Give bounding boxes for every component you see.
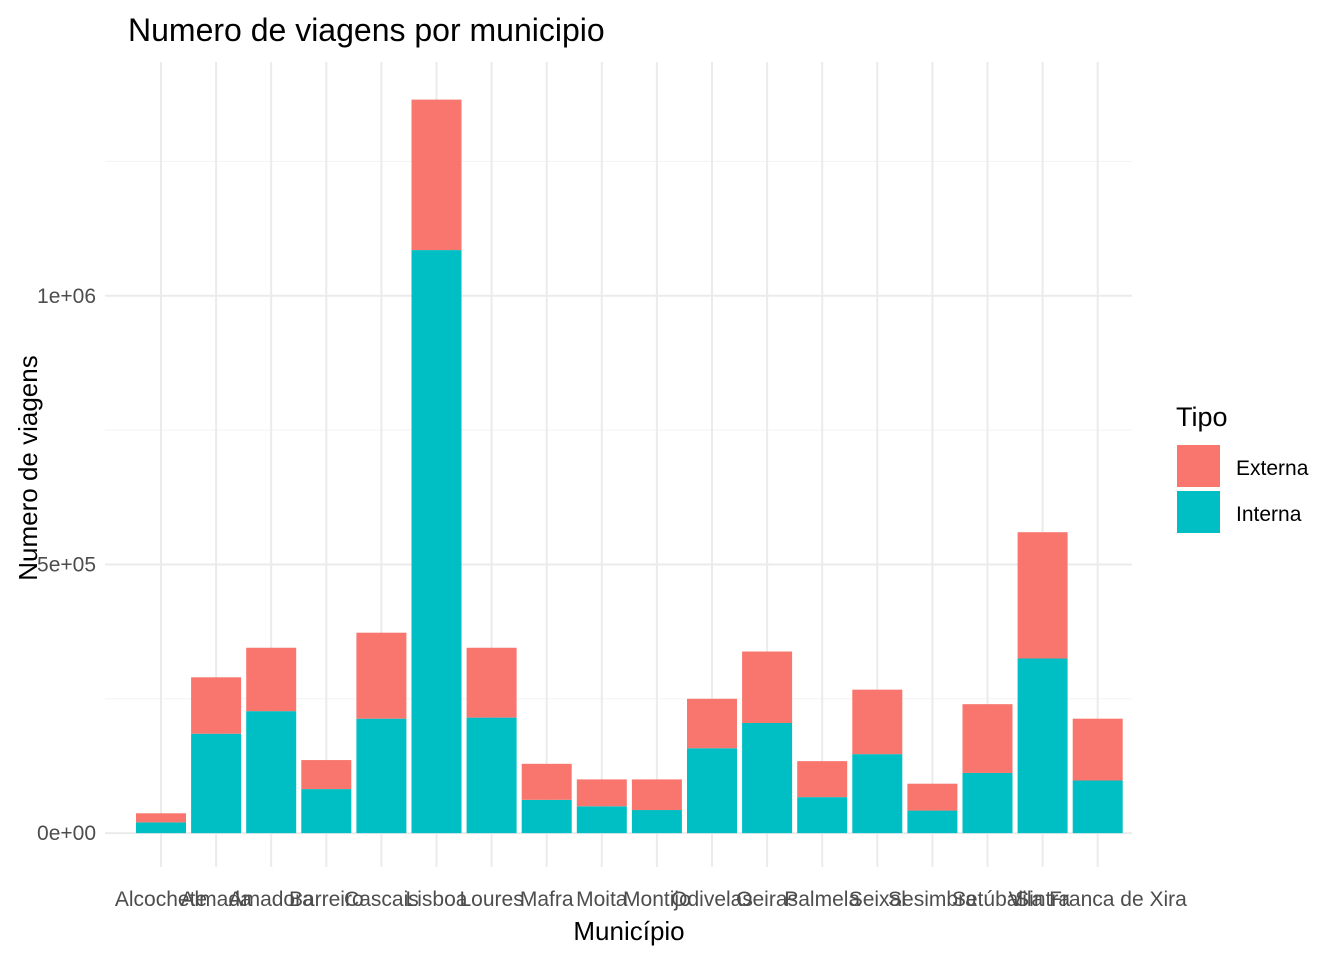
bar-interna-9: [631, 810, 682, 834]
x-tick-label: Amadora: [229, 888, 315, 911]
x-tick-label: Montijo: [623, 888, 691, 911]
bar-interna-6: [466, 717, 517, 834]
bar-interna-12: [797, 797, 848, 834]
legend: Tipo Externa Interna: [1176, 402, 1309, 533]
bar-interna-0: [136, 822, 186, 834]
bar-interna-2: [246, 711, 297, 834]
x-tick-label: Palmela: [784, 888, 860, 911]
legend-key-interna: [1177, 491, 1220, 533]
bar-interna-5: [411, 250, 462, 834]
y-tick-label: 0e+00: [37, 822, 96, 845]
bar-interna-7: [521, 799, 572, 834]
bar-externa-16: [1017, 532, 1068, 659]
x-tick-label: Mafra: [520, 888, 574, 911]
x-tick-label: Moita: [576, 888, 628, 911]
bars: [136, 99, 1123, 834]
bar-externa-15: [962, 704, 1013, 773]
legend-label-interna: Interna: [1236, 503, 1302, 526]
x-tick-label: Oeiras: [736, 888, 798, 911]
bar-externa-13: [852, 689, 903, 755]
bar-externa-6: [466, 647, 517, 718]
legend-label-externa: Externa: [1236, 457, 1309, 480]
y-axis-ticks: 0e+00 5e+05 1e+06: [37, 285, 96, 845]
chart-title: Numero de viagens por municipio: [128, 12, 605, 48]
bar-externa-12: [797, 761, 848, 798]
bar-interna-17: [1072, 780, 1123, 834]
x-tick-label: Sesimbra: [888, 888, 977, 911]
y-axis-title: Numero de viagens: [13, 355, 43, 580]
x-tick-label: Almada: [180, 888, 252, 911]
x-tick-label: Alcochete: [115, 888, 207, 911]
bar-externa-7: [521, 763, 572, 800]
x-tick-label: Sintra: [1015, 888, 1070, 911]
bar-interna-14: [907, 810, 958, 834]
x-axis-ticks: AlcocheteAlmadaAmadoraBarreiroCascaisLis…: [115, 888, 1187, 911]
bar-externa-2: [246, 647, 297, 712]
bar-externa-8: [576, 779, 627, 807]
bar-interna-10: [687, 748, 737, 834]
y-tick-label: 1e+06: [37, 285, 96, 308]
bar-externa-4: [356, 632, 407, 719]
bar-externa-5: [411, 99, 462, 251]
bar-externa-10: [687, 698, 737, 749]
x-tick-label: Seixal: [849, 888, 906, 911]
bar-interna-3: [301, 789, 352, 834]
x-tick-label: Cascais: [344, 888, 419, 911]
legend-key-externa: [1177, 445, 1220, 487]
x-tick-label: Loures: [459, 888, 523, 911]
bar-externa-1: [191, 677, 242, 734]
bar-externa-11: [742, 651, 793, 723]
bar-interna-1: [191, 733, 242, 834]
bar-interna-16: [1017, 658, 1068, 834]
bar-interna-11: [742, 722, 793, 834]
y-tick-label: 5e+05: [37, 553, 96, 576]
x-tick-label: Vila Franca de Xira: [1009, 888, 1188, 911]
bar-interna-4: [356, 718, 407, 834]
bar-interna-15: [962, 772, 1013, 834]
bar-externa-0: [136, 813, 186, 823]
x-axis-title: Município: [573, 916, 684, 946]
bar-externa-17: [1072, 718, 1123, 781]
x-tick-label: Setúbal: [952, 888, 1023, 911]
bar-externa-14: [907, 783, 958, 811]
bar-interna-8: [576, 806, 627, 834]
bar-externa-3: [301, 760, 352, 790]
x-tick-label: Barreiro: [289, 888, 364, 911]
x-tick-label: Lisboa: [406, 888, 468, 911]
x-tick-label: Odivelas: [671, 888, 753, 911]
bar-interna-13: [852, 754, 903, 834]
legend-title: Tipo: [1176, 402, 1228, 432]
bar-externa-9: [631, 779, 682, 811]
